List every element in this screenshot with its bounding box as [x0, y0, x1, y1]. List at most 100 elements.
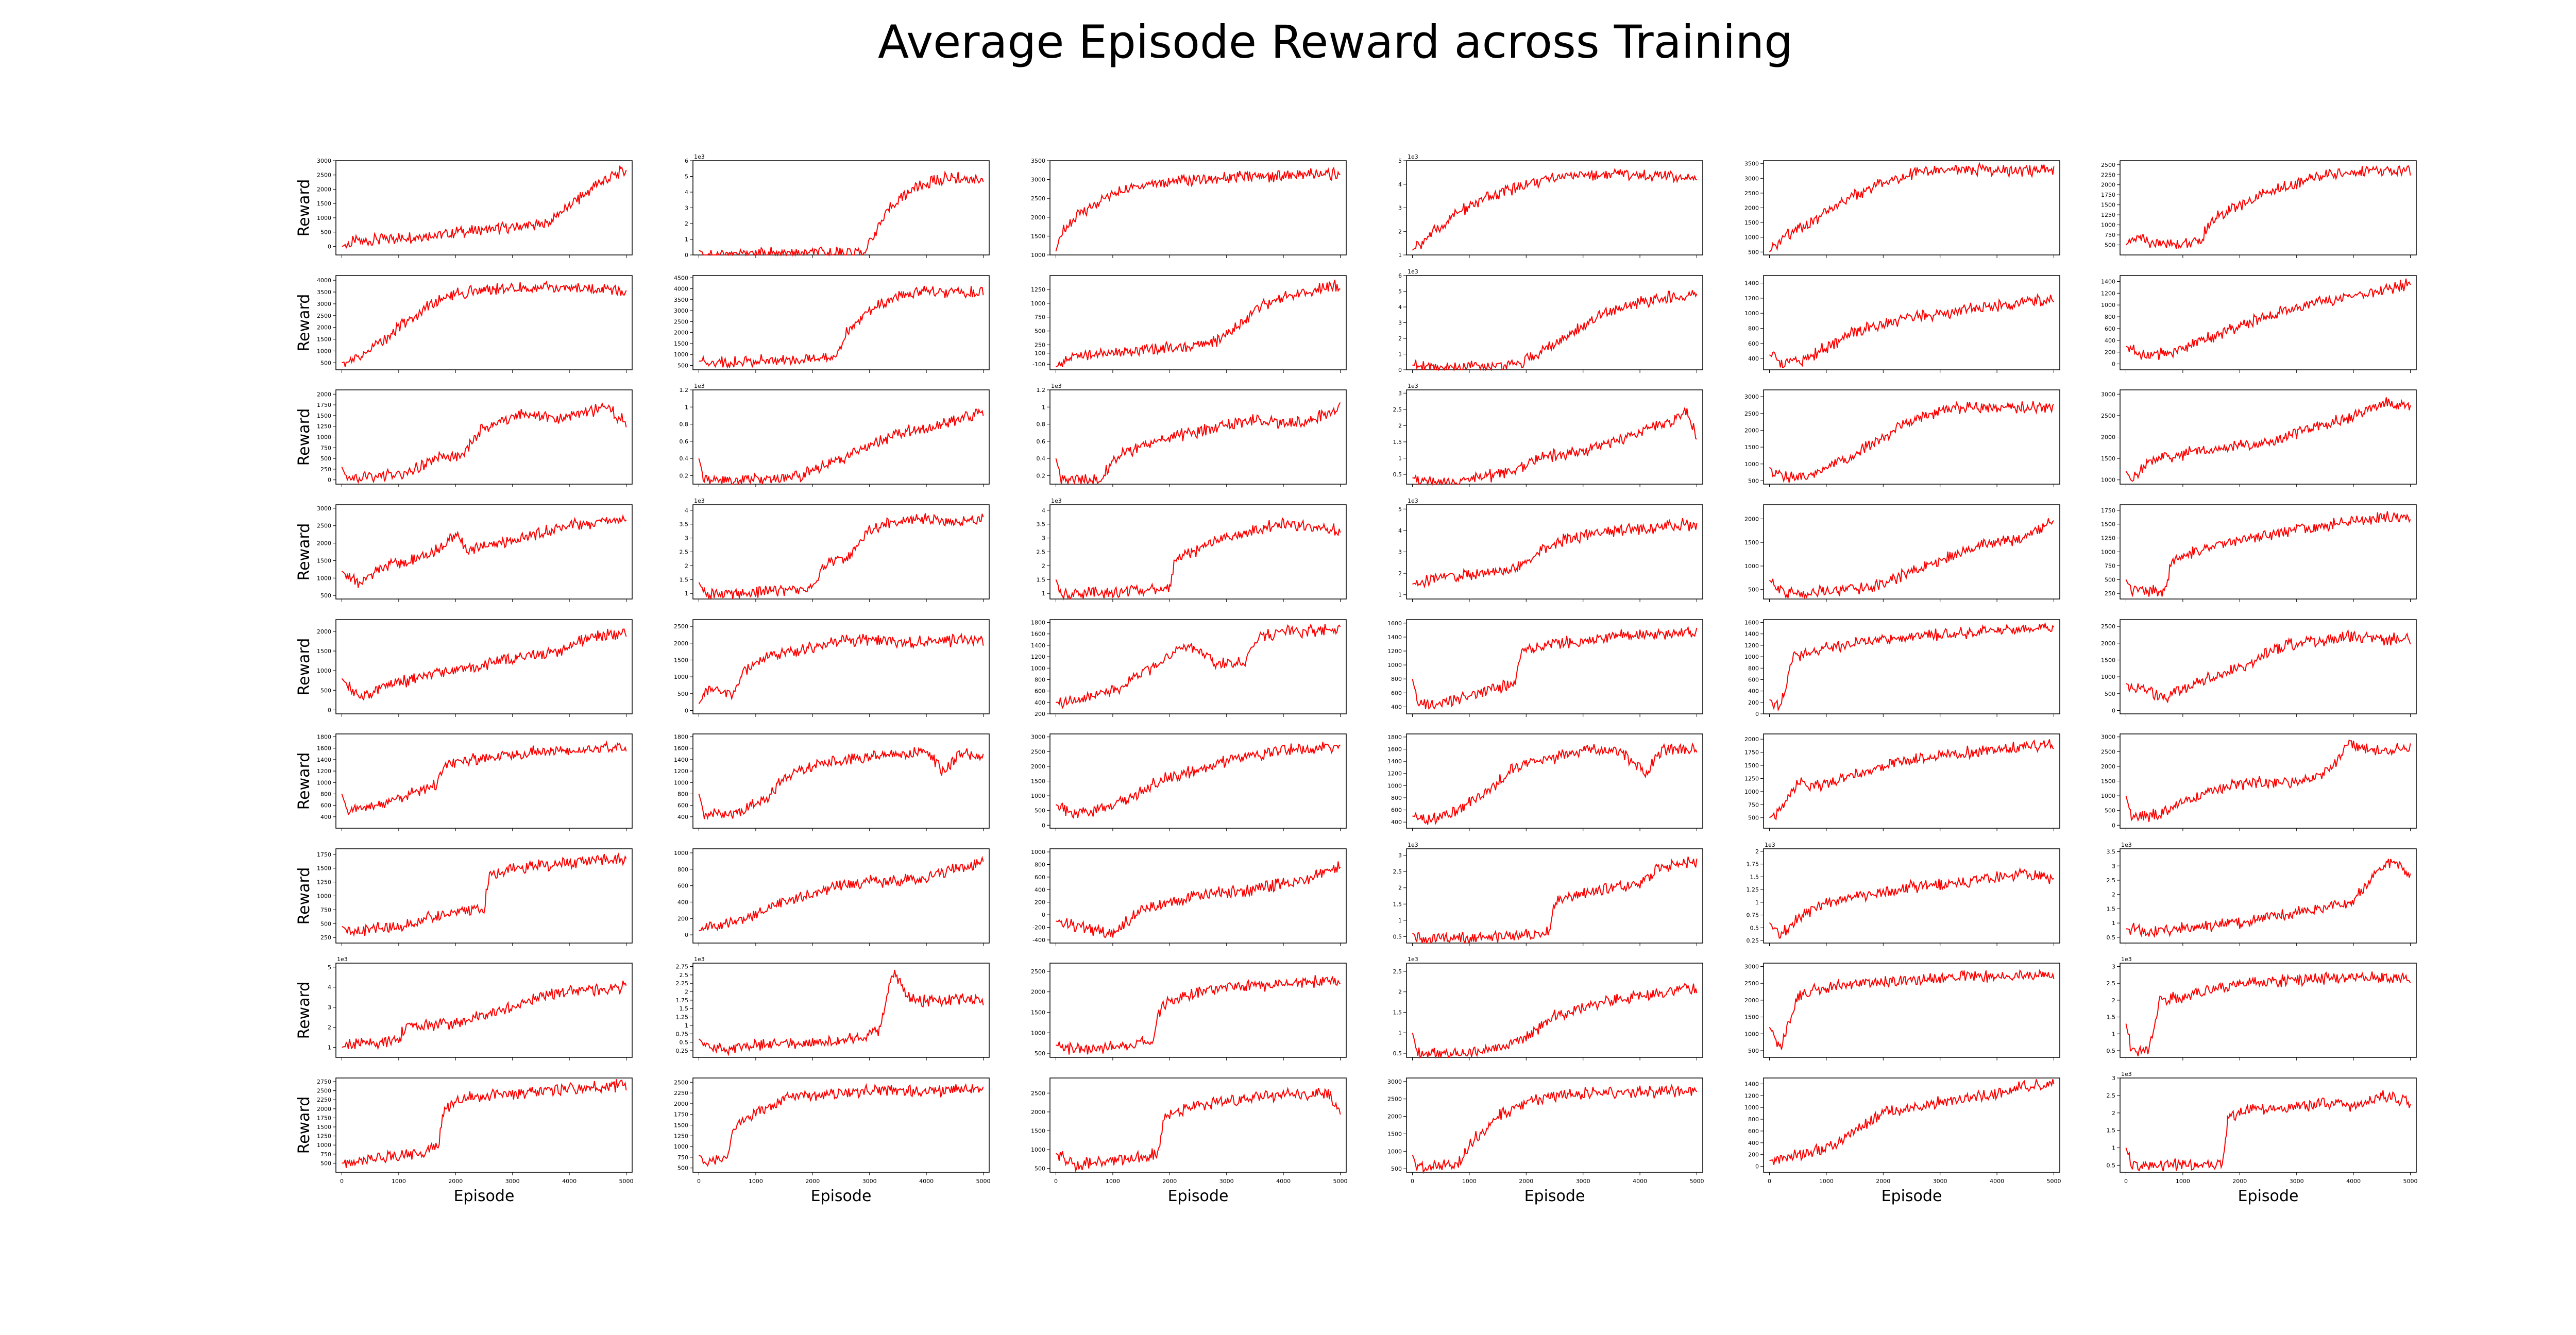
y-tick-label: 3	[2112, 1075, 2115, 1082]
y-tick-label: 3	[1398, 549, 1402, 556]
subplot-r4-c4: 1 2 3 4 5 1e3	[1398, 498, 1703, 602]
y-tick-label: 2500	[674, 623, 688, 630]
axes-frame	[1763, 1077, 2060, 1173]
series-line	[699, 1083, 984, 1167]
x-axis-label: Episode	[1168, 1187, 1229, 1205]
y-tick-label: 3000	[1744, 175, 1759, 182]
y-tick-label: 1	[1398, 1030, 1402, 1036]
y-tick-label: 1000	[1387, 782, 1402, 789]
y-tick-label: 3	[2112, 863, 2115, 869]
y-tick-label: 2000	[674, 1101, 688, 1107]
y-tick-label: 1600	[1387, 620, 1402, 627]
y-tick-label: 500	[2105, 242, 2115, 249]
subplot-r9-c3: 500 1000 1500 2000 2500 0 1000 2000 3000 4000 5000…	[1031, 1077, 1348, 1205]
axes-frame	[1763, 848, 2060, 944]
y-tick-label: 4000	[674, 286, 688, 293]
series-line	[1056, 742, 1341, 819]
y-tick-label: 2000	[1744, 516, 1759, 522]
y-tick-label: 400	[1748, 1140, 1759, 1146]
y-tick-label: 2	[1398, 885, 1402, 892]
y-tick-label: 5	[328, 964, 331, 971]
y-tick-label: 500	[1748, 249, 1759, 255]
y-tick-label: 2	[1398, 422, 1402, 429]
x-axis-label: Episode	[1524, 1187, 1585, 1205]
y-tick-label: 2000	[1031, 989, 1045, 996]
y-tick-label: 1000	[1031, 252, 1045, 259]
y-tick-label: 2000	[317, 186, 331, 193]
series-line	[342, 1079, 627, 1168]
y-tick-label: 2500	[674, 1079, 688, 1086]
x-tick-label: 0	[1768, 1178, 1771, 1185]
subplot-r3-c3: 0.2 0.4 0.6 0.8 1 1.2 1e3	[1037, 383, 1347, 487]
y-tick-label: 1600	[1387, 746, 1402, 753]
axes-frame	[1763, 275, 2060, 370]
y-tick-label: 1000	[1744, 654, 1759, 660]
x-tick-label: 1000	[749, 1178, 763, 1185]
y-tick-label: 2	[2112, 892, 2115, 898]
axes-frame	[692, 619, 990, 714]
y-tick-label: 3	[2112, 964, 2115, 970]
subplot-r3-c1: 0 250 500 750 1000 1250 1500 1750 2000 Reward	[295, 389, 633, 487]
y-tick-label: 3000	[317, 158, 331, 164]
subplot-r7-c3: -400 -200 0 200 400 600 800 1000	[1031, 848, 1347, 946]
y-tick-label: 1750	[2101, 192, 2115, 198]
axes-frame	[1406, 275, 1703, 370]
axes-frame	[1763, 389, 2060, 485]
y-tick-label: 400	[1748, 355, 1759, 362]
y-tick-label: 1000	[317, 1142, 331, 1149]
y-tick-label: 0	[685, 932, 688, 938]
y-tick-label: 2.5	[680, 972, 689, 979]
axes-frame	[2120, 848, 2417, 944]
y-tick-label: 2.5	[680, 549, 689, 556]
y-tick-label: 1500	[2101, 202, 2115, 209]
x-tick-label: 0	[697, 1178, 701, 1185]
x-tick-label: 4000	[1276, 1178, 1291, 1185]
axes-frame	[692, 389, 990, 485]
y-offset-label: 1e3	[694, 956, 705, 963]
subplot-r5-c4: 400 600 800 1000 1200 1400 1600	[1387, 619, 1703, 717]
x-tick-label: 2000	[1162, 1178, 1177, 1185]
y-tick-label: 0	[1755, 1163, 1759, 1170]
y-tick-label: 1400	[1387, 634, 1402, 641]
y-tick-label: 200	[1035, 899, 1045, 906]
axes-frame	[692, 275, 990, 370]
y-tick-label: 750	[677, 1154, 688, 1161]
y-tick-label: 1600	[1031, 631, 1045, 638]
y-tick-label: 1200	[1031, 654, 1045, 660]
y-tick-label: 4	[1042, 507, 1045, 514]
y-tick-label: 400	[2105, 337, 2115, 344]
x-axis-label: Episode	[454, 1187, 515, 1205]
subplot-r9-c5: 0 200 400 600 800 1000 1200 1400 0 1000 2000 3000 40…	[1744, 1077, 2061, 1205]
y-tick-label: 1200	[1744, 642, 1759, 649]
y-tick-label: 2500	[1744, 410, 1759, 417]
y-tick-label: 0	[2112, 707, 2115, 714]
y-tick-label: 500	[320, 920, 331, 927]
y-axis-label: Reward	[295, 638, 313, 696]
x-tick-label: 2000	[448, 1178, 463, 1185]
y-tick-label: 1000	[1031, 849, 1045, 855]
y-tick-label: 1000	[2101, 477, 2115, 484]
y-tick-label: 0	[2112, 361, 2115, 368]
y-tick-label: 3	[328, 1004, 331, 1011]
y-tick-label: 4	[1398, 527, 1402, 534]
y-tick-label: 2	[2112, 997, 2115, 1004]
y-tick-label: 0.75	[1747, 912, 1759, 919]
subplot-r6-c2: 400 600 800 1000 1200 1400 1600 1800	[674, 733, 990, 831]
y-axis-label: Reward	[295, 752, 313, 810]
axes-frame	[335, 275, 633, 370]
y-tick-label: 1200	[1387, 771, 1402, 777]
y-tick-label: 600	[1035, 688, 1045, 695]
y-tick-label: 0.6	[1037, 438, 1046, 445]
y-tick-label: 1200	[1387, 648, 1402, 655]
x-axis-label: Episode	[1882, 1187, 1942, 1205]
y-tick-label: 1250	[317, 879, 331, 886]
y-tick-label: 3500	[317, 289, 331, 296]
y-tick-label: 1000	[2101, 674, 2115, 680]
y-tick-label: 1	[2112, 1031, 2115, 1037]
y-tick-label: 1000	[1744, 310, 1759, 317]
y-tick-label: 0.8	[680, 421, 689, 428]
y-tick-label: 2500	[317, 172, 331, 179]
series-line	[1769, 1079, 2055, 1166]
y-tick-label: 750	[320, 444, 331, 451]
y-tick-label: 1500	[1744, 1014, 1759, 1021]
